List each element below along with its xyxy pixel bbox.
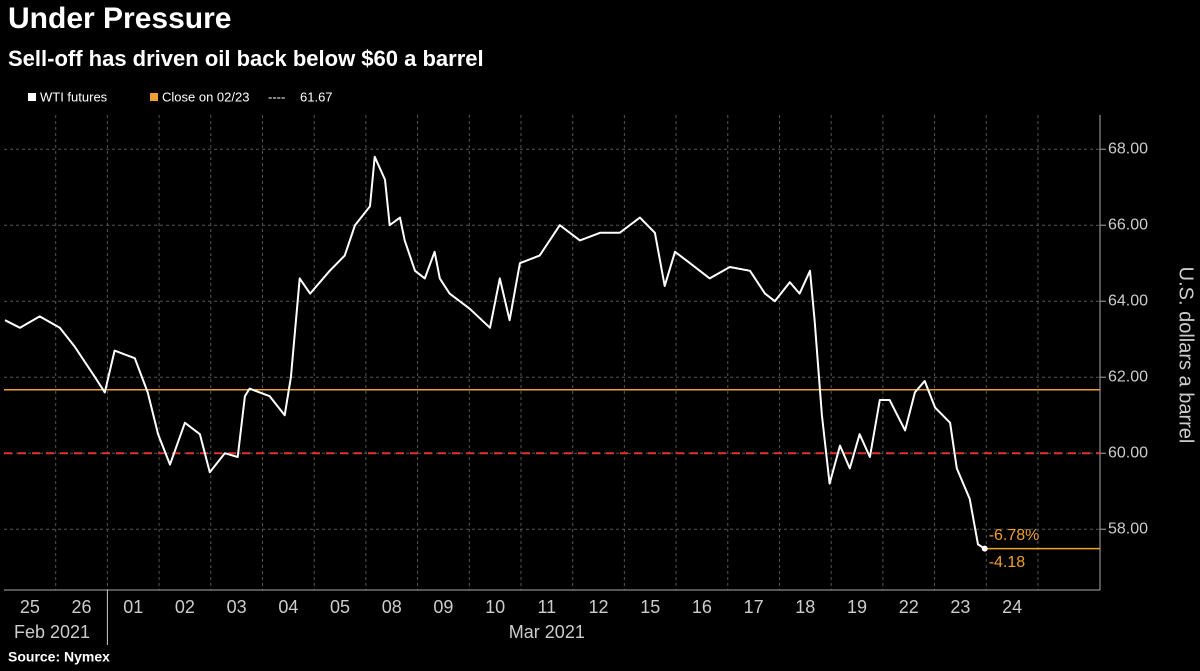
legend-swatch [28,93,36,101]
x-tick-label: 15 [640,597,660,617]
x-tick-label: 11 [537,597,556,617]
y-tick-label: 60.00 [1108,444,1148,461]
x-tick-label: 12 [589,597,609,617]
x-tick-label: 19 [847,597,867,617]
annotation: -6.78% [989,527,1040,544]
x-tick-label: 17 [744,597,764,617]
x-tick-label: 18 [795,597,815,617]
x-group-label: Feb 2021 [14,622,90,642]
legend-swatch [150,93,158,101]
y-tick-label: 58.00 [1108,520,1148,537]
last-point [981,545,988,552]
legend-dashes: ---- [268,89,285,104]
x-tick-label: 03 [227,597,247,617]
chart-title: Under Pressure [8,2,231,35]
y-tick-label: 68.00 [1108,140,1148,157]
x-tick-label: 10 [485,597,505,617]
x-group-label: Mar 2021 [509,622,585,642]
y-tick-label: 66.00 [1108,216,1148,233]
legend-value: 61.67 [300,89,333,104]
data-line [4,155,986,550]
x-tick-label: 01 [123,597,143,617]
x-tick-label: 22 [899,597,919,617]
chart-subtitle: Sell-off has driven oil back below $60 a… [8,46,484,71]
x-tick-label: 08 [382,597,402,617]
x-tick-label: 05 [330,597,350,617]
x-tick-label: 24 [1002,597,1022,617]
y-tick-label: 64.00 [1108,292,1148,309]
x-tick-label: 09 [433,597,453,617]
x-tick-label: 23 [950,597,970,617]
y-axis-title: U.S. dollars a barrel [1175,267,1197,444]
x-tick-label: 02 [175,597,195,617]
x-tick-label: 26 [72,597,92,617]
source: Source: Nymex [8,649,110,665]
x-tick-label: 16 [692,597,712,617]
legend-label: WTI futures [40,89,108,104]
annotation: -4.18 [989,554,1026,571]
x-tick-label: 04 [278,597,298,617]
x-tick-label: 25 [20,597,40,617]
y-tick-label: 62.00 [1108,368,1148,385]
legend-label: Close on 02/23 [162,89,249,104]
